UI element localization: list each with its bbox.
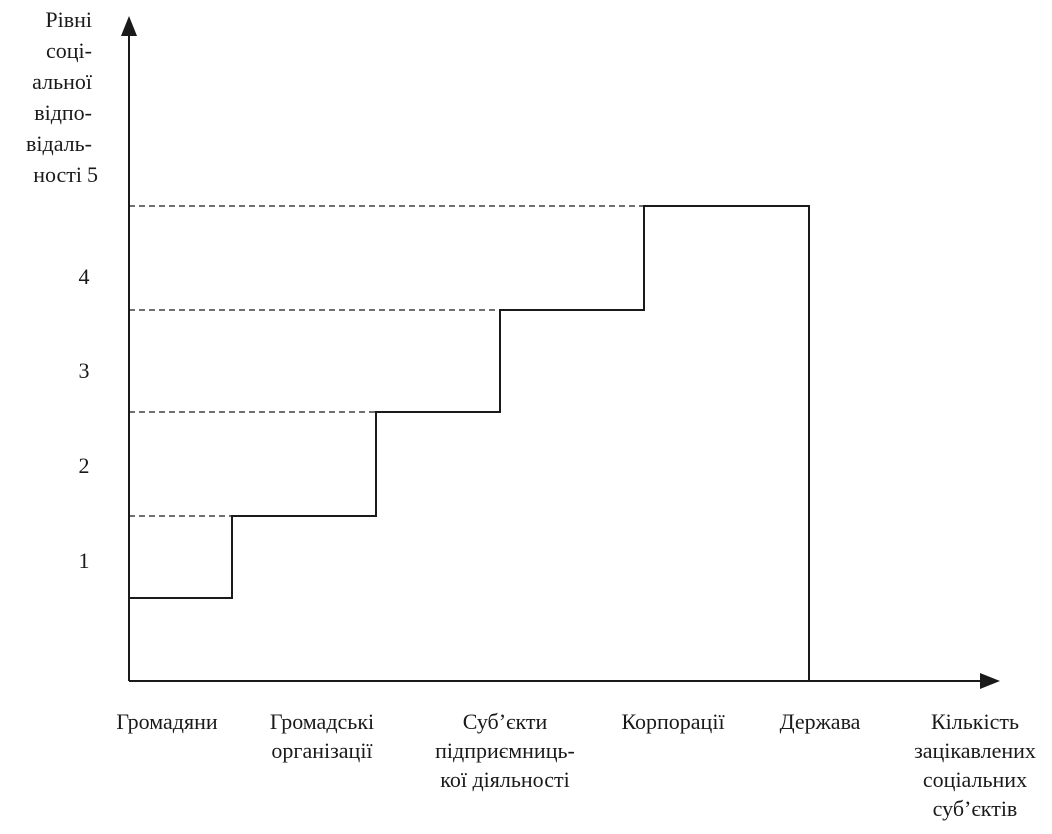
- reference-lines: [129, 205, 644, 517]
- category-label: Громадяни: [116, 709, 218, 734]
- category-label: Корпорації: [621, 709, 725, 734]
- y-axis-label-line: альної: [32, 69, 93, 94]
- y-axis-label-line: Рівні: [45, 7, 92, 32]
- y-tick-labels: 1 2 3 4 5: [79, 162, 99, 573]
- y-tick-label: 1: [79, 548, 90, 573]
- y-axis-label-line: соці-: [46, 38, 92, 63]
- category-label: Держава: [780, 709, 861, 734]
- y-axis-label: Рівні соці-альної відпо-відаль-ності: [26, 7, 93, 187]
- y-axis-label-line: відаль-: [26, 131, 92, 156]
- y-axis-label-line: відпо-: [34, 100, 92, 125]
- x-axis-label-text: Кількість зацікавлених соціальних суб’єктів: [914, 709, 1036, 821]
- y-tick-label: 3: [79, 358, 90, 383]
- y-tick-label: 2: [79, 453, 90, 478]
- step-line: [129, 205, 810, 681]
- x-axis-label: Кількість зацікавлених соціальних суб’єктів: [914, 709, 1036, 821]
- y-tick-label: 4: [79, 264, 90, 289]
- category-labels: Громадяни Громадські організації Суб’єкти пі…: [116, 709, 860, 792]
- category-label: Суб’єкти підприємниць-кої діяльності: [435, 709, 575, 792]
- category-label: Громадські організації: [270, 709, 374, 763]
- step-series: [129, 205, 810, 681]
- y-tick-label: 5: [87, 162, 98, 187]
- y-axis-label-line: ності: [33, 162, 82, 187]
